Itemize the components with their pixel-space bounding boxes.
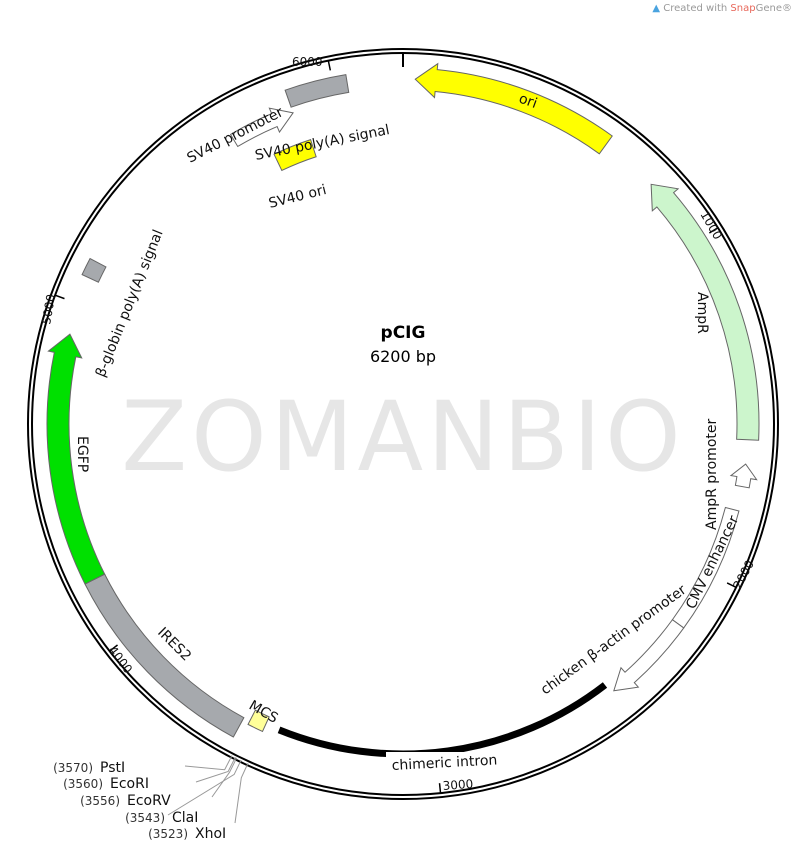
svg-text:XhoI: XhoI (195, 826, 226, 842)
label-sv40-ori: SV40 ori (267, 182, 328, 212)
plasmid-size: 6200 bp (370, 347, 436, 366)
svg-text:(3570): (3570) (53, 761, 93, 775)
label-chimeric-intron: chimeric intron (391, 752, 497, 774)
site-lines (167, 755, 249, 824)
snapgene-logo-icon: ▲ (652, 3, 661, 14)
site-ecoRV[interactable]: (3556) EcoRV (80, 793, 171, 809)
tick-4000 (109, 644, 118, 652)
feature-sv40-ori (273, 139, 317, 172)
feature-mcs (247, 709, 270, 733)
site-pstI[interactable]: (3570) PstI (53, 760, 125, 776)
site-claI[interactable]: (3543) ClaI (125, 810, 198, 826)
svg-text:ClaI: ClaI (172, 810, 198, 826)
label-beta-globin-polya: β-globin poly(A) signal (93, 228, 167, 380)
svg-text:EcoRI: EcoRI (110, 776, 149, 792)
site-line-EcoRV (211, 757, 238, 798)
svg-text:PstI: PstI (100, 760, 125, 776)
tick-2000 (726, 582, 737, 589)
site-line-PstI (184, 755, 233, 771)
feature--globin-poly-a-signal (81, 257, 107, 283)
tick-label-6000: 6000 (292, 55, 323, 69)
label-sv40-polya: SV40 poly(A) signal (254, 122, 391, 164)
svg-text:EcoRV: EcoRV (127, 793, 171, 809)
feature-chicken-actin-promoter (613, 619, 685, 692)
label-ampr-promoter: AmpR promoter (704, 419, 720, 530)
svg-text:(3523): (3523) (148, 827, 188, 841)
site-xhoI[interactable]: (3523) XhoI (148, 826, 226, 842)
intron-label-bg (386, 752, 516, 774)
ticks-layer (54, 53, 737, 794)
site-line-EcoRI (195, 756, 236, 783)
plasmid-name: pCIG (381, 323, 426, 343)
feature-sv40-promoter (229, 107, 294, 148)
label-ampr: AmpR (694, 292, 710, 334)
svg-text:(3543): (3543) (125, 811, 165, 825)
snapgene-credit: ▲ Created with SnapGene® (652, 3, 792, 14)
site-line-XhoI (234, 763, 249, 824)
feature-egfp (46, 333, 106, 585)
tick-1000 (708, 227, 719, 234)
backbone-outer (27, 48, 779, 800)
label-ori: ori (517, 91, 540, 112)
svg-text:(3560): (3560) (63, 777, 103, 791)
label-egfp: EGFP (74, 436, 90, 472)
tick-label-3000: 3000 (442, 777, 473, 793)
tick-3000 (438, 783, 442, 794)
feature-ampr-promoter (729, 463, 758, 489)
feature-sv40-poly-a-signal (284, 74, 350, 108)
features-layer (46, 62, 760, 758)
tick-6000 (327, 60, 332, 71)
feature-ampr (650, 183, 760, 441)
site-ecoRI[interactable]: (3560) EcoRI (63, 776, 149, 792)
site-line-ClaI (167, 759, 242, 816)
tick-label-5000: 5000 (39, 293, 58, 326)
tick-5000 (54, 294, 65, 300)
svg-text:(3556): (3556) (80, 794, 120, 808)
watermark: ZOMANBIO (121, 381, 684, 493)
feature-ori (414, 62, 613, 155)
tick-label-2000: 2000 (730, 558, 757, 592)
feature-chimeric-intron (277, 682, 608, 758)
